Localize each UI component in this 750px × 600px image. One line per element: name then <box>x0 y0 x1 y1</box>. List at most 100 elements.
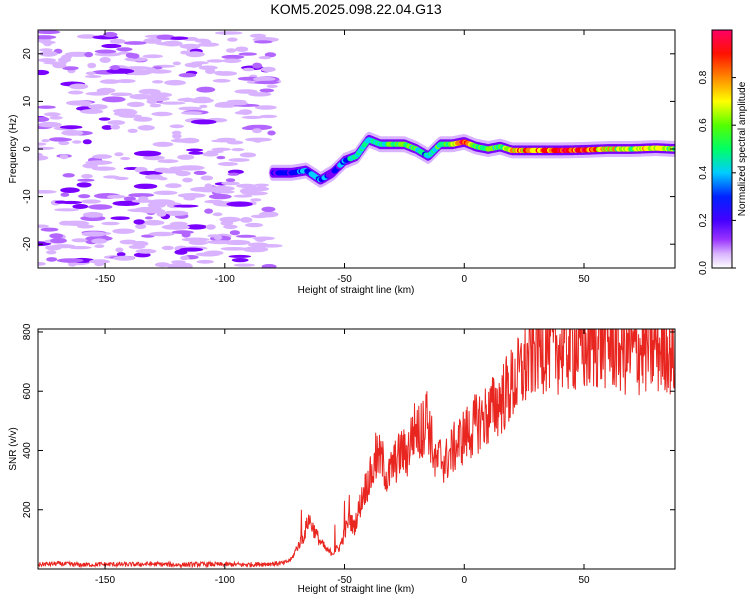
noise-blob <box>118 114 143 118</box>
noise-blob <box>168 166 183 171</box>
noise-blob <box>147 202 166 209</box>
noise-blob <box>207 234 221 238</box>
noise-blob <box>143 219 165 226</box>
noise-blob <box>72 140 82 144</box>
noise-blob <box>49 233 64 239</box>
noise-blob <box>94 244 105 249</box>
noise-blob <box>142 54 164 59</box>
noise-blob <box>81 174 93 179</box>
noise-blob <box>38 30 61 34</box>
noise-blob <box>258 56 272 60</box>
noise-blob <box>226 201 253 207</box>
noise-blob <box>261 206 276 212</box>
noise-blob <box>226 140 244 145</box>
x-tick-label: -100 <box>215 575 235 586</box>
noise-blob <box>169 124 184 129</box>
noise-blob <box>170 138 195 143</box>
noise-blob <box>177 154 195 160</box>
noise-blob <box>260 66 276 72</box>
noise-blob <box>256 185 268 191</box>
noise-blob <box>181 237 210 242</box>
noise-blob <box>241 115 264 119</box>
noise-blob <box>238 52 257 56</box>
noise-blob <box>188 151 204 155</box>
noise-blob <box>184 224 208 230</box>
noise-blob <box>77 178 95 182</box>
noise-blob <box>99 79 121 84</box>
noise-blob <box>257 244 283 248</box>
noise-blob <box>235 234 257 238</box>
noise-blob <box>174 249 188 255</box>
noise-blob <box>115 247 124 253</box>
noise-blob <box>68 246 92 250</box>
noise-blob <box>266 84 278 89</box>
noise-blob <box>214 70 224 74</box>
noise-blob <box>85 160 113 165</box>
noise-blob <box>82 211 104 218</box>
noise-blob <box>38 58 57 63</box>
noise-blob <box>84 75 102 78</box>
noise-blob <box>127 128 138 133</box>
noise-blob <box>249 33 267 38</box>
noise-blob <box>89 259 110 264</box>
noise-blob <box>152 141 174 147</box>
x-tick-label: -150 <box>95 575 115 586</box>
noise-blob <box>38 224 49 228</box>
noise-blob <box>206 240 235 245</box>
noise-blob <box>109 38 126 44</box>
noise-blob <box>68 261 77 267</box>
noise-blob <box>161 245 174 251</box>
noise-blob <box>145 67 156 72</box>
noise-blob <box>253 40 273 44</box>
noise-blob <box>200 175 214 181</box>
noise-blob <box>204 199 225 204</box>
noise-blob <box>157 159 179 164</box>
noise-blob <box>231 258 249 263</box>
noise-blob <box>207 185 235 192</box>
noise-blob <box>116 109 138 116</box>
noise-blob <box>84 51 94 58</box>
noise-blob <box>204 250 224 256</box>
noise-blob <box>43 112 61 117</box>
noise-blob <box>46 250 57 255</box>
x-tick-label: 50 <box>578 274 590 285</box>
y-tick-label: -20 <box>22 237 33 252</box>
noise-blob <box>240 188 249 194</box>
noise-blob <box>250 198 262 202</box>
noise-blob <box>88 104 108 110</box>
noise-blob <box>254 248 265 252</box>
noise-blob <box>124 57 148 62</box>
noise-blob <box>78 194 91 199</box>
noise-blob <box>222 58 242 64</box>
noise-blob <box>225 48 237 53</box>
noise-blob <box>228 158 250 162</box>
spectrogram-y-axis-label: Frequency (Hz) <box>8 115 19 184</box>
noise-blob <box>138 88 161 95</box>
noise-blob <box>131 208 147 212</box>
noise-blob <box>240 217 253 223</box>
noise-blob <box>212 212 223 217</box>
noise-blob <box>38 190 57 194</box>
noise-blob <box>128 193 155 198</box>
noise-blob <box>162 40 183 47</box>
noise-blob <box>53 137 72 142</box>
noise-blob <box>184 62 203 68</box>
colorbar-tick-label: 0.2 <box>698 213 709 227</box>
noise-blob <box>133 252 151 258</box>
noise-blob <box>196 259 214 264</box>
noise-blob <box>38 262 46 266</box>
noise-blob <box>205 68 216 74</box>
noise-blob <box>113 255 136 261</box>
noise-blob <box>112 200 140 206</box>
x-tick-label: -150 <box>95 274 115 285</box>
noise-blob <box>254 80 280 85</box>
noise-blob <box>92 154 112 159</box>
noise-blob <box>133 183 158 189</box>
noise-blob <box>87 62 97 69</box>
noise-blob <box>69 83 89 90</box>
noise-blob <box>110 216 130 220</box>
noise-blob <box>103 175 120 179</box>
noise-blob <box>220 247 248 251</box>
x-tick-label: 0 <box>461 575 467 586</box>
